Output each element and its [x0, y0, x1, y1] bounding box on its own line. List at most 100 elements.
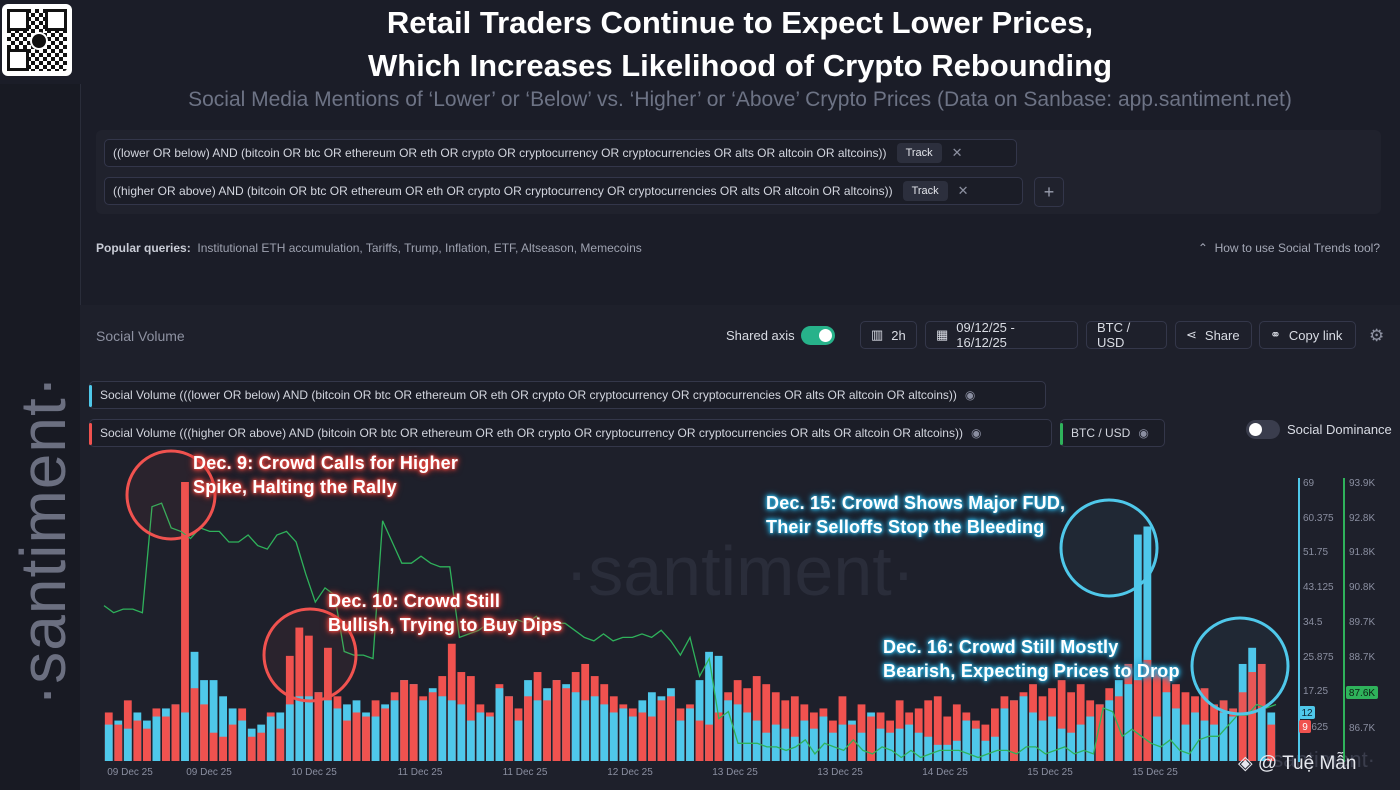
- query-row-lower[interactable]: ((lower OR below) AND (bitcoin OR btc OR…: [104, 139, 1017, 167]
- subtitle: Social Media Mentions of ‘Lower’ or ‘Bel…: [188, 88, 1292, 111]
- query-panel: ((lower OR below) AND (bitcoin OR btc OR…: [96, 130, 1381, 214]
- volume-bar: [447, 700, 456, 761]
- query-text: ((higher OR above) AND (bitcoin OR btc O…: [113, 184, 893, 198]
- query-row-higher[interactable]: ((higher OR above) AND (bitcoin OR btc O…: [104, 177, 1023, 205]
- chevron-up-icon: ⌃: [1197, 241, 1208, 255]
- y-tick-label-btc: 92.8K: [1349, 513, 1375, 524]
- volume-bar: [543, 700, 551, 761]
- close-icon[interactable]: ✕: [957, 183, 969, 198]
- track-button[interactable]: Track: [902, 181, 948, 201]
- volume-bar: [466, 720, 475, 761]
- volume-bar: [590, 696, 599, 761]
- author-credit-text: @ Tuệ Mẫn: [1257, 753, 1357, 774]
- annotation-dec16-line2: Bearish, Expecting Prices to Drop: [883, 661, 1180, 681]
- volume-bar: [1267, 724, 1276, 761]
- volume-bar: [390, 700, 399, 761]
- volume-bar: [924, 700, 933, 761]
- volume-bar: [409, 684, 418, 761]
- y-axis-btc: 93.9K 92.8K 91.8K 90.8K 89.7K 88.7K 86.7K 87.6K: [1343, 478, 1378, 762]
- volume-bar: [1124, 684, 1133, 761]
- volume-bar: [314, 692, 323, 761]
- volume-bar: [266, 716, 275, 761]
- volume-bar: [257, 732, 266, 761]
- chart-watermark: ·santiment·: [565, 532, 915, 610]
- pair-button[interactable]: BTC / USD: [1086, 320, 1167, 350]
- current-btc-value: 87.6K: [1349, 688, 1375, 699]
- title-line-1: Retail Traders Continue to Expect Lower …: [386, 5, 1094, 40]
- legend-lower[interactable]: Social Volume (((lower OR below) AND (bi…: [89, 381, 1046, 409]
- legend-color-swatch: [1060, 423, 1063, 445]
- volume-bar: [971, 728, 980, 761]
- volume-bar: [1010, 700, 1018, 761]
- annotation-dec10-line1: Dec. 10: Crowd Still: [328, 591, 501, 611]
- social-dominance-toggle[interactable]: [1246, 420, 1280, 439]
- popular-queries-list[interactable]: Institutional ETH accumulation, Tariffs,…: [197, 241, 642, 255]
- volume-bar: [819, 716, 828, 761]
- volume-bar: [695, 720, 704, 761]
- copy-link-button[interactable]: ⚭ Copy link: [1259, 321, 1356, 349]
- volume-bar: [1191, 712, 1199, 761]
- date-range-button[interactable]: ▦ 09/12/25 - 16/12/25: [925, 320, 1078, 350]
- volume-bar: [628, 716, 637, 761]
- volume-bar: [276, 728, 285, 761]
- y-tick-label-btc: 89.7K: [1349, 617, 1375, 628]
- volume-bar: [705, 724, 713, 761]
- annotation-dec16-line1: Dec. 16: Crowd Still Mostly: [883, 637, 1119, 657]
- add-query-button[interactable]: +: [1034, 177, 1064, 207]
- volume-bar: [1257, 708, 1266, 761]
- volume-bar: [848, 724, 856, 761]
- y-tick-label-btc: 88.7K: [1349, 652, 1375, 663]
- calendar-icon: ▦: [936, 327, 949, 342]
- volume-bar: [667, 696, 675, 761]
- brand-sidebar: ·santiment·: [0, 84, 81, 790]
- track-button[interactable]: Track: [896, 143, 942, 163]
- close-icon[interactable]: ✕: [951, 145, 963, 160]
- volume-bar: [295, 627, 304, 761]
- how-to-link[interactable]: ⌃ How to use Social Trends tool?: [1198, 241, 1380, 255]
- volume-bar: [285, 704, 294, 761]
- volume-bar: [495, 688, 504, 761]
- volume-bar: [1229, 716, 1238, 761]
- current-btc-value-bg: [1346, 686, 1378, 699]
- qr-pattern: [7, 9, 67, 71]
- diamond-icon: ◈: [1238, 753, 1253, 774]
- volume-bar: [1210, 724, 1218, 761]
- volume-bar: [790, 696, 799, 761]
- y-tick-label-btc: 90.8K: [1349, 582, 1375, 593]
- volume-bar: [1152, 716, 1161, 761]
- volume-bar: [152, 716, 161, 761]
- volume-bar: [991, 708, 999, 761]
- share-button[interactable]: ⋖ Share: [1175, 321, 1252, 349]
- volume-bar: [181, 482, 189, 761]
- highlight-circle-dec10: [262, 607, 358, 703]
- volume-bar: [886, 732, 895, 761]
- volume-bar: [123, 728, 132, 761]
- volume-bar: [200, 704, 208, 761]
- annotation-dec15: Dec. 15: Crowd Shows Major FUD, Their Se…: [766, 491, 1065, 539]
- volume-bar: [1248, 672, 1257, 761]
- eye-icon[interactable]: ◉: [1138, 426, 1149, 440]
- volume-bar: [676, 720, 685, 761]
- volume-bar: [1162, 692, 1171, 761]
- annotation-dec9: Dec. 9: Crowd Calls for Higher Spike, Ha…: [193, 451, 458, 499]
- volume-bar: [1057, 680, 1066, 761]
- volume-bar: [933, 744, 942, 761]
- gear-icon[interactable]: ⚙: [1369, 326, 1385, 345]
- volume-bar: [752, 676, 761, 761]
- x-tick-label: 09 Dec 25: [107, 767, 153, 778]
- eye-icon[interactable]: ◉: [964, 388, 976, 402]
- volume-bar: [181, 712, 189, 761]
- legend-btc-text: BTC / USD: [1071, 426, 1131, 440]
- legend-higher[interactable]: Social Volume (((higher OR above) AND (b…: [89, 419, 1052, 447]
- highlight-circle-dec15: [1059, 498, 1159, 598]
- volume-bar: [228, 724, 237, 761]
- legend-btc[interactable]: BTC / USD ◉: [1060, 419, 1165, 447]
- popular-queries-label: Popular queries:: [96, 241, 191, 255]
- interval-button[interactable]: ▥ 2h: [860, 321, 917, 349]
- eye-icon[interactable]: ◉: [970, 426, 982, 440]
- corner-watermark: ·santiment·: [1265, 747, 1375, 772]
- social-dominance-label: Social Dominance: [1287, 422, 1392, 437]
- volume-bar: [724, 700, 733, 761]
- shared-axis-toggle[interactable]: [801, 326, 835, 345]
- volume-bar: [114, 724, 123, 761]
